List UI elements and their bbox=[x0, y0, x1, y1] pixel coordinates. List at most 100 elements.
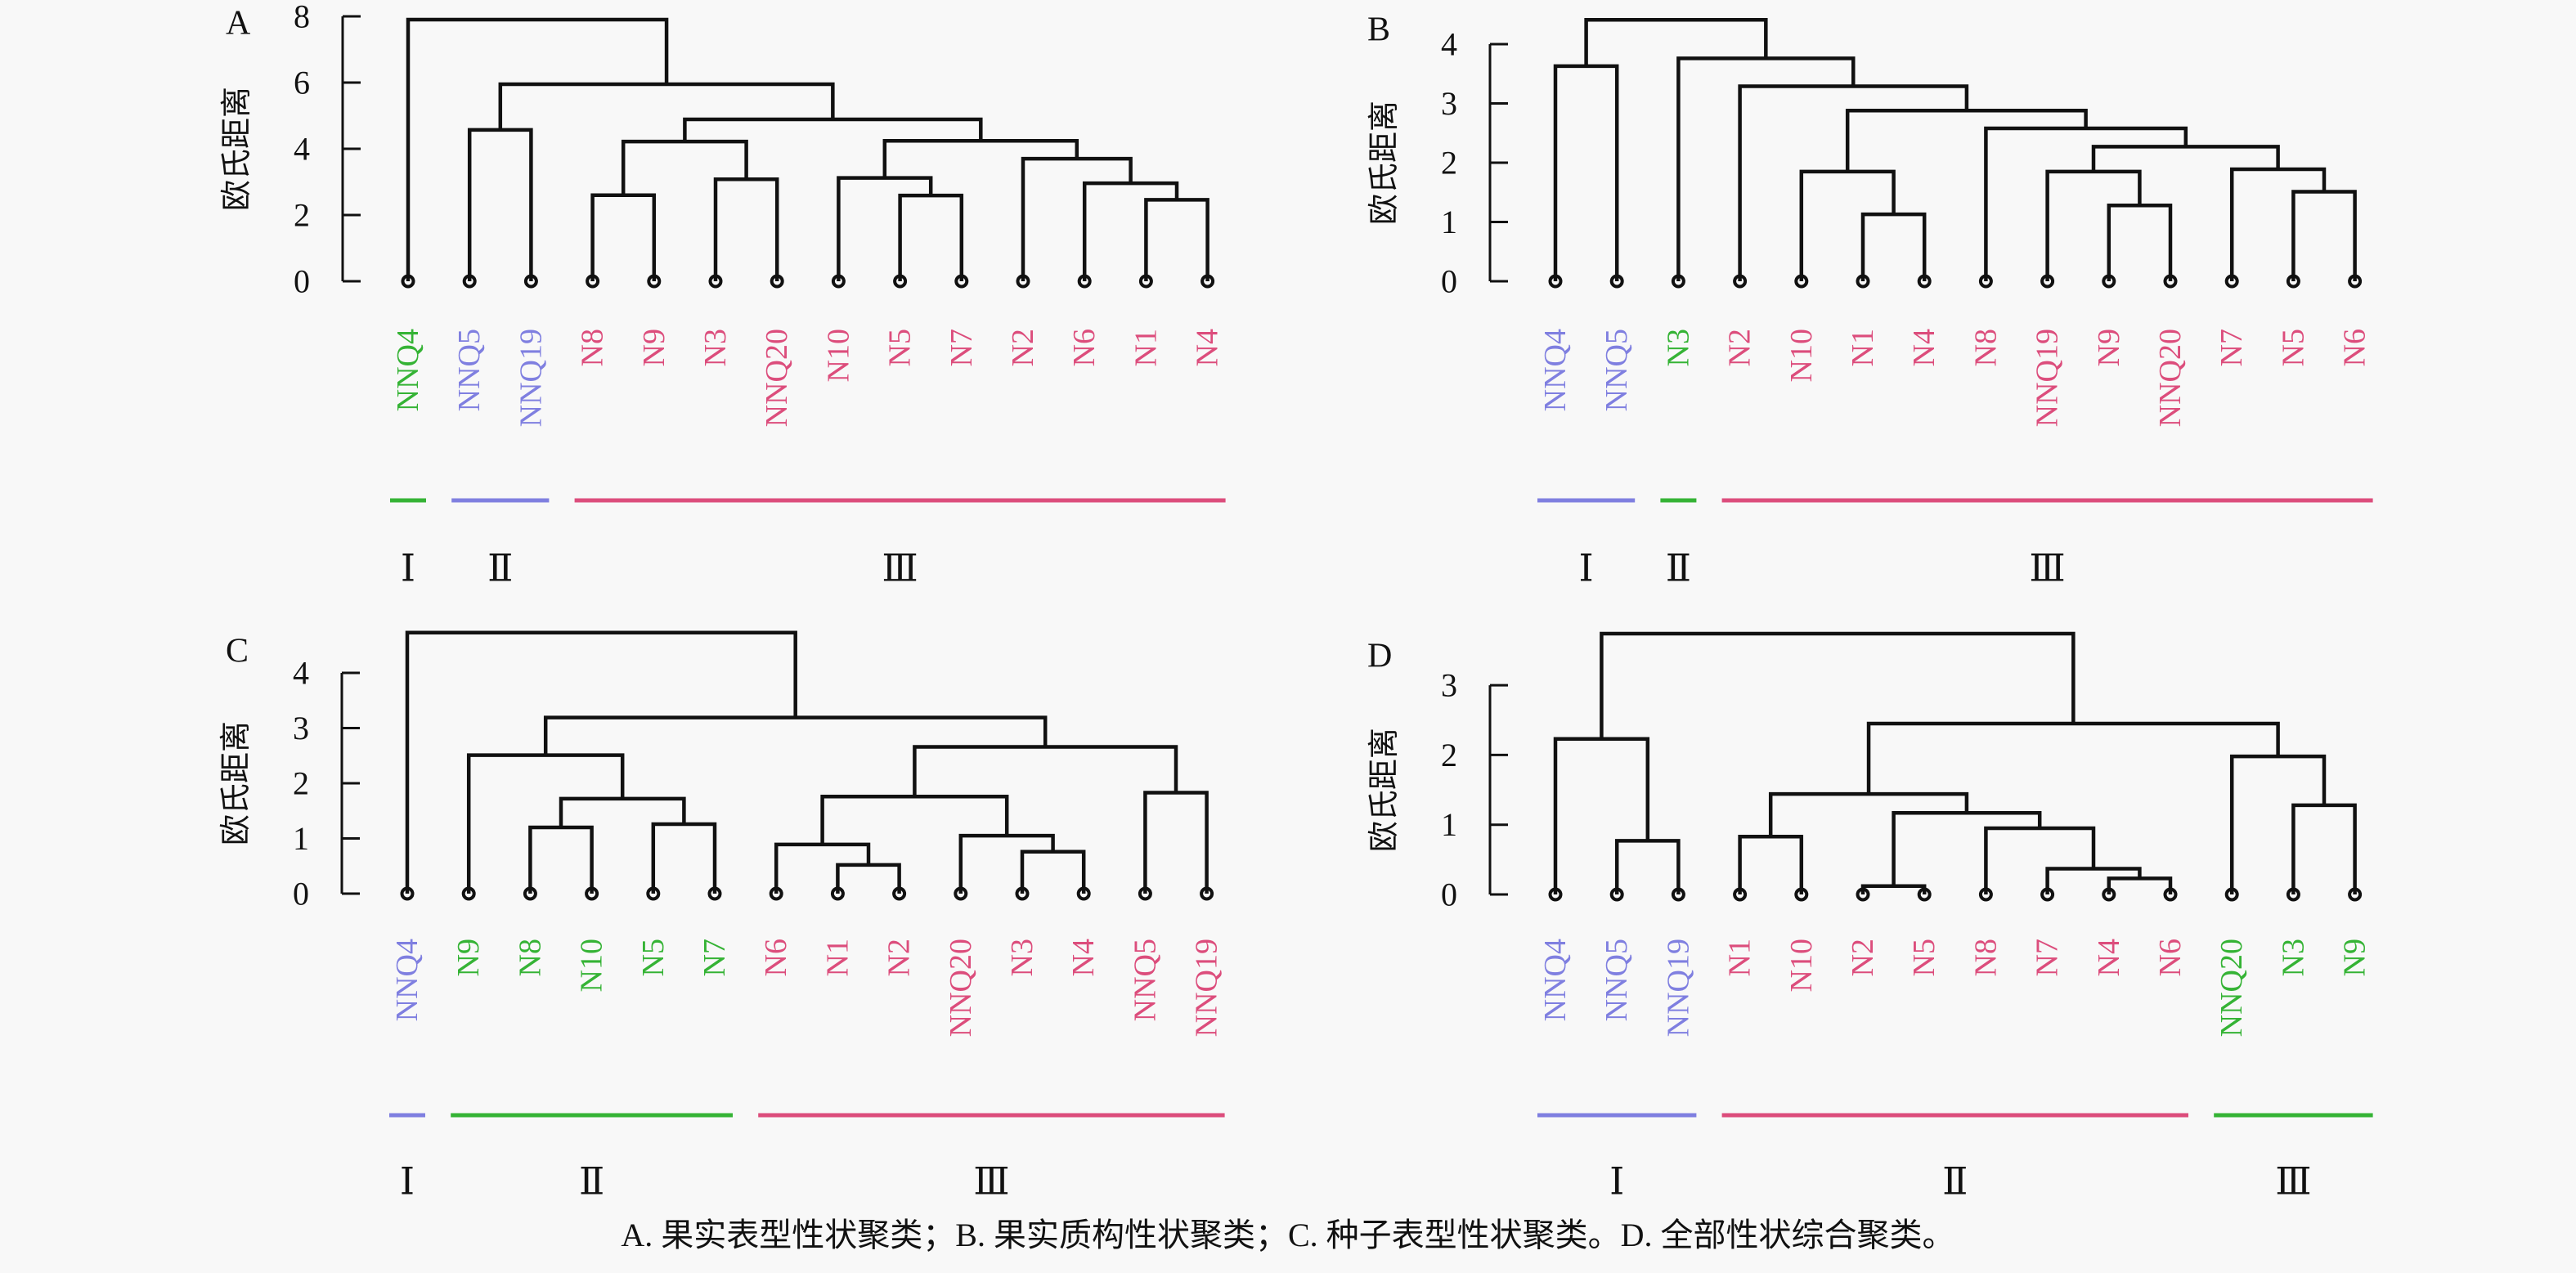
leaf-marker bbox=[1200, 274, 1215, 289]
dendrogram-link bbox=[958, 833, 1055, 894]
cluster-label: Ⅱ bbox=[487, 548, 513, 589]
leaf-marker bbox=[1671, 274, 1685, 289]
dendrogram-link bbox=[1144, 198, 1209, 281]
dendrogram-link bbox=[1738, 84, 1969, 281]
leaf-marker bbox=[1138, 886, 1152, 901]
leaf-label: N7 bbox=[945, 329, 979, 366]
leaf-label: NNQ4 bbox=[1538, 939, 1573, 1021]
leaf-marker bbox=[1138, 274, 1153, 289]
leaf-marker bbox=[954, 274, 969, 289]
leaf-label: N4 bbox=[1907, 329, 1941, 366]
y-tick-label: 4 bbox=[293, 655, 309, 692]
dendrogram-link bbox=[774, 842, 871, 894]
leaf-label: N10 bbox=[575, 939, 609, 992]
dendrogram-link bbox=[2291, 803, 2357, 894]
leaf-marker bbox=[2286, 274, 2300, 289]
leaf-label: N4 bbox=[1066, 939, 1101, 976]
leaf-label: N5 bbox=[1907, 939, 1941, 976]
cluster-label: Ⅰ bbox=[400, 1161, 415, 1203]
leaf-marker bbox=[1076, 886, 1091, 901]
leaf-label: N5 bbox=[636, 939, 671, 976]
leaf-label: NNQ5 bbox=[1128, 939, 1162, 1021]
leaf-label: N7 bbox=[2215, 329, 2249, 366]
dendrogram-link bbox=[1143, 791, 1209, 894]
leaf-label: NNQ19 bbox=[514, 329, 548, 427]
leaf-label: NNQ19 bbox=[1190, 939, 1224, 1037]
leaf-label: N2 bbox=[882, 939, 917, 976]
dendrogram-link bbox=[1584, 18, 1768, 66]
leaf-label: NNQ20 bbox=[2215, 939, 2249, 1037]
cluster-label: Ⅱ bbox=[579, 1161, 604, 1203]
leaf-marker bbox=[1794, 887, 1809, 902]
dendrogram-link bbox=[466, 753, 625, 894]
y-tick-label: 0 bbox=[1441, 263, 1457, 300]
leaf-marker bbox=[2102, 274, 2116, 289]
dendrogram-link bbox=[2045, 169, 2142, 281]
dendrogram-link bbox=[1553, 737, 1650, 894]
leaf-marker bbox=[1856, 887, 1870, 902]
y-tick-label: 3 bbox=[1441, 85, 1457, 122]
y-tick-label: 0 bbox=[293, 876, 309, 912]
leaf-marker bbox=[400, 886, 415, 901]
dendrogram-link bbox=[621, 139, 748, 195]
leaf-marker bbox=[954, 886, 968, 901]
leaf-label: N2 bbox=[1723, 329, 1757, 366]
cluster-label: Ⅰ bbox=[401, 548, 415, 589]
y-tick-label: 1 bbox=[293, 820, 309, 857]
leaf-label: N7 bbox=[698, 939, 732, 976]
leaf-label: N10 bbox=[1784, 329, 1819, 382]
cluster-label: Ⅱ bbox=[1666, 548, 1691, 589]
dendrogram-link bbox=[1738, 834, 1804, 894]
leaf-marker bbox=[1548, 274, 1563, 289]
dendrogram-link bbox=[2107, 876, 2173, 894]
leaf-label: NNQ4 bbox=[390, 939, 424, 1021]
panel-letter: B bbox=[1367, 11, 1390, 49]
leaf-marker bbox=[1016, 274, 1030, 289]
y-tick-label: 6 bbox=[294, 65, 310, 101]
leaf-label: N6 bbox=[2153, 939, 2188, 976]
leaf-marker bbox=[585, 886, 599, 901]
panel-letter: C bbox=[226, 633, 249, 670]
dendrogram-link bbox=[2107, 203, 2173, 281]
leaf-marker bbox=[1609, 887, 1624, 902]
leaf-marker bbox=[2102, 887, 2116, 902]
dendrogram-link bbox=[405, 630, 797, 894]
y-tick-label: 2 bbox=[1441, 145, 1457, 182]
leaf-marker bbox=[708, 274, 723, 289]
panel-letter: A bbox=[226, 5, 251, 43]
leaf-marker bbox=[1200, 886, 1214, 901]
dendrogram-link bbox=[1799, 169, 1896, 281]
leaf-label: N6 bbox=[759, 939, 793, 976]
leaf-label: N1 bbox=[1129, 329, 1163, 366]
dendrogram-link bbox=[406, 17, 669, 281]
leaf-label: NNQ4 bbox=[391, 329, 425, 411]
leaf-marker bbox=[2348, 887, 2363, 902]
leaf-label: N4 bbox=[2092, 939, 2126, 976]
dendrogram-link bbox=[651, 822, 717, 894]
dendrogram-link bbox=[683, 117, 983, 142]
y-tick-label: 4 bbox=[1441, 26, 1457, 63]
dendrogram-link bbox=[590, 193, 657, 281]
leaf-label: NNQ19 bbox=[2031, 329, 2065, 427]
leaf-label: N3 bbox=[2276, 939, 2310, 976]
leaf-marker bbox=[1917, 887, 1932, 902]
dendrogram-link bbox=[1866, 721, 2280, 795]
leaf-label: N6 bbox=[2338, 329, 2372, 366]
leaf-marker bbox=[770, 274, 784, 289]
leaf-label: NNQ4 bbox=[1538, 329, 1573, 411]
y-tick-label: 1 bbox=[1441, 806, 1457, 843]
leaf-marker bbox=[1978, 887, 1993, 902]
leaf-label: NNQ20 bbox=[944, 939, 978, 1037]
leaf-marker bbox=[1733, 887, 1748, 902]
leaf-label: N1 bbox=[1846, 329, 1880, 366]
y-tick-label: 8 bbox=[294, 0, 310, 35]
dendrogram-link bbox=[1984, 826, 2096, 894]
leaf-label: N5 bbox=[2276, 329, 2310, 366]
leaf-marker bbox=[2163, 274, 2178, 289]
panel-d: D 0 1 2 3 欧氏距离 NNQ4 NNQ5 NNQ19 N1 N10 N2 N5 N8 N7 N4 N6 N… bbox=[1366, 631, 2373, 1203]
cluster-label: Ⅲ bbox=[882, 548, 918, 589]
leaf-marker bbox=[2348, 274, 2363, 289]
leaf-label: N2 bbox=[1846, 939, 1880, 976]
leaf-marker bbox=[707, 886, 722, 901]
